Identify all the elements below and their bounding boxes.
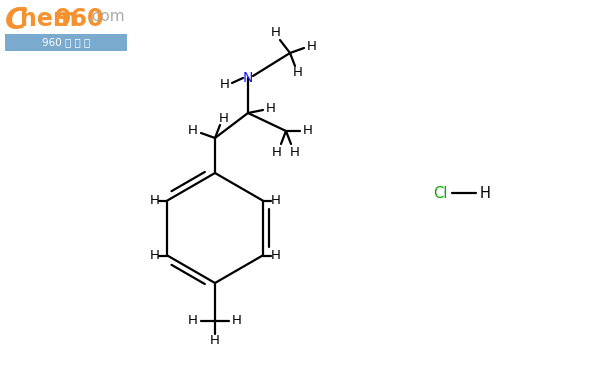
Text: H: H (303, 124, 313, 138)
Text: H: H (270, 249, 281, 262)
Text: hem: hem (20, 7, 77, 31)
FancyBboxPatch shape (5, 34, 127, 51)
Text: H: H (188, 124, 198, 138)
Text: H: H (272, 146, 282, 159)
Text: H: H (219, 111, 229, 125)
Text: H: H (210, 334, 220, 348)
Text: H: H (149, 194, 159, 207)
Text: H: H (270, 194, 281, 207)
Text: H: H (480, 186, 491, 201)
Text: H: H (232, 315, 242, 327)
Text: H: H (307, 39, 317, 53)
Text: H: H (271, 27, 281, 39)
Text: 960 化 工 网: 960 化 工 网 (42, 38, 90, 48)
Text: .com: .com (87, 9, 125, 24)
Text: H: H (149, 249, 159, 262)
Text: H: H (188, 315, 198, 327)
Text: H: H (293, 66, 303, 80)
Text: H: H (220, 78, 230, 92)
Text: C: C (5, 6, 27, 35)
Text: H: H (266, 102, 276, 116)
Text: Cl: Cl (433, 186, 447, 201)
Text: 960: 960 (55, 7, 105, 31)
Text: N: N (243, 71, 253, 85)
Text: H: H (290, 146, 300, 159)
